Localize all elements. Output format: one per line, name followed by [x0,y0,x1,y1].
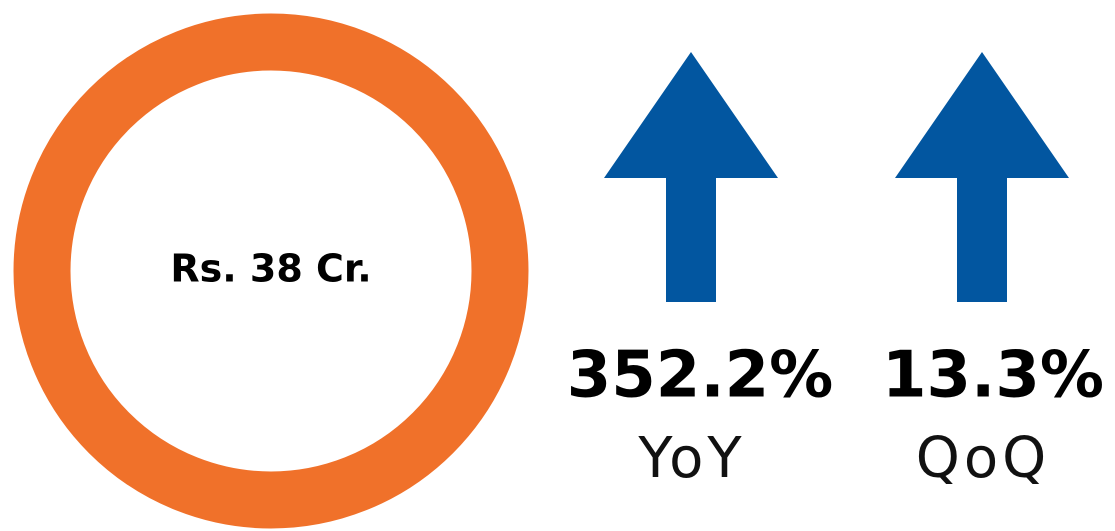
metric-label: YoY [637,426,745,491]
amount: Rs. 38 Cr. [170,247,371,291]
metric-value: 13.3% [882,339,1104,413]
ring [13,13,529,529]
metric-label: QoQ [916,426,1050,491]
arrow-up [895,52,1069,302]
metric-value: 352.2% [567,339,834,413]
arrow-up [604,52,778,302]
